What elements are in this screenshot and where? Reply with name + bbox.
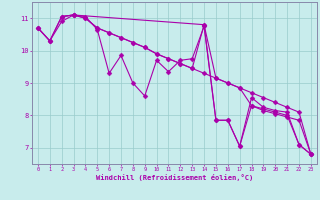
X-axis label: Windchill (Refroidissement éolien,°C): Windchill (Refroidissement éolien,°C): [96, 174, 253, 181]
